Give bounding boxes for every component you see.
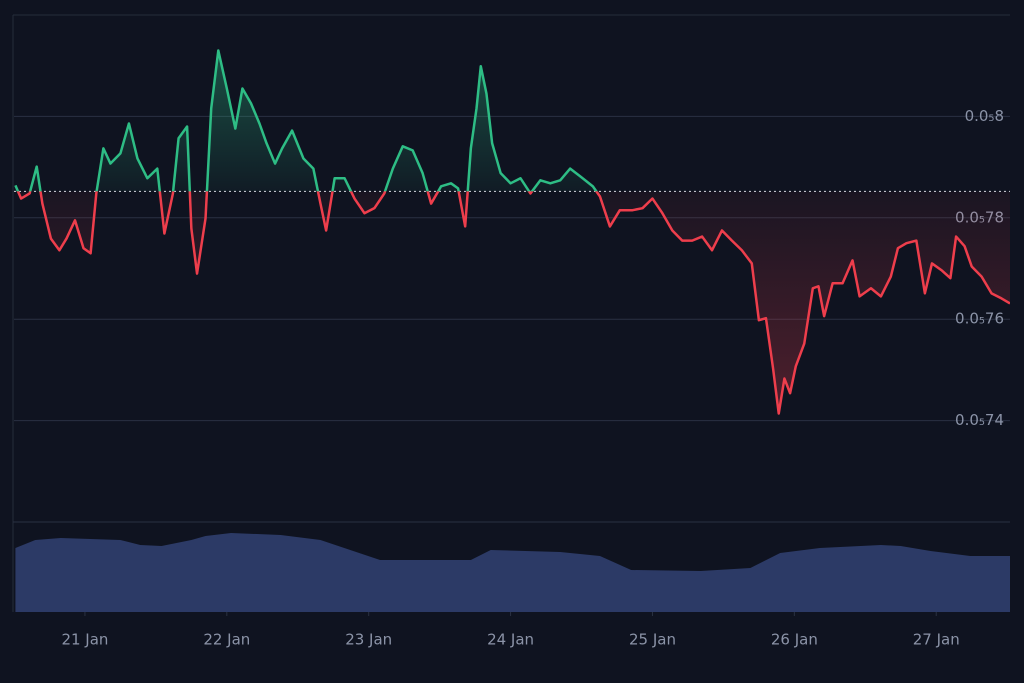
x-tick-label: 23 Jan [345, 631, 392, 649]
y-tick-label: 0.0₅8 [965, 107, 1004, 125]
line-up [14, 49, 598, 192]
y-tick-label: 0.0₅76 [955, 310, 1004, 328]
x-tick-label: 24 Jan [487, 631, 534, 649]
x-tick-label: 26 Jan [771, 631, 818, 649]
area-up [15, 50, 1010, 192]
x-tick-label: 22 Jan [203, 631, 250, 649]
area-down [18, 191, 1010, 414]
x-tick-label: 27 Jan [913, 631, 960, 649]
y-tick-label: 0.0₅74 [955, 411, 1004, 429]
volume-area [15, 533, 1010, 612]
x-tick-label: 21 Jan [61, 631, 108, 649]
x-tick-label: 25 Jan [629, 631, 676, 649]
line-down [16, 191, 1010, 415]
